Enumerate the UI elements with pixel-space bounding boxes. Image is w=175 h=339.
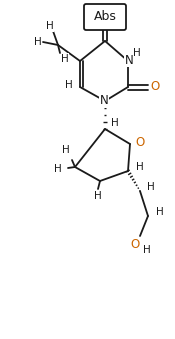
Text: H: H	[143, 245, 151, 255]
Text: O: O	[135, 136, 145, 148]
Text: H: H	[94, 191, 102, 201]
Text: H: H	[156, 207, 164, 217]
Text: O: O	[130, 239, 140, 252]
Text: O: O	[150, 80, 160, 94]
Text: H: H	[34, 37, 42, 47]
Text: Abs: Abs	[94, 11, 116, 23]
Text: H: H	[136, 162, 144, 172]
Text: H: H	[133, 48, 141, 58]
Text: H: H	[46, 21, 54, 31]
Text: N: N	[100, 95, 108, 107]
FancyBboxPatch shape	[84, 4, 126, 30]
Text: H: H	[147, 182, 155, 192]
Text: H: H	[65, 80, 73, 90]
Text: H: H	[61, 54, 69, 64]
Text: H: H	[62, 145, 70, 155]
Text: N: N	[125, 54, 133, 66]
Text: H: H	[54, 164, 62, 174]
Text: H: H	[111, 118, 119, 128]
